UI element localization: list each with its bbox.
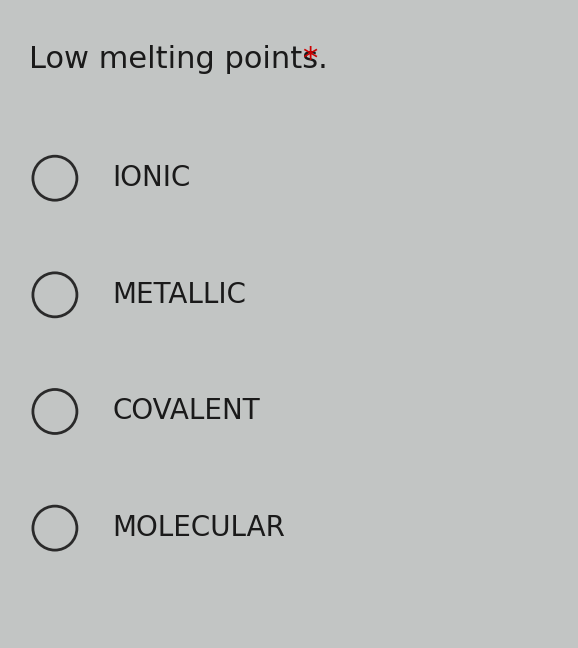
Text: COVALENT: COVALENT (113, 397, 260, 426)
Text: *: * (302, 45, 317, 75)
Text: METALLIC: METALLIC (113, 281, 247, 309)
Text: MOLECULAR: MOLECULAR (113, 514, 286, 542)
Text: Low melting points.: Low melting points. (29, 45, 338, 75)
Text: IONIC: IONIC (113, 164, 191, 192)
